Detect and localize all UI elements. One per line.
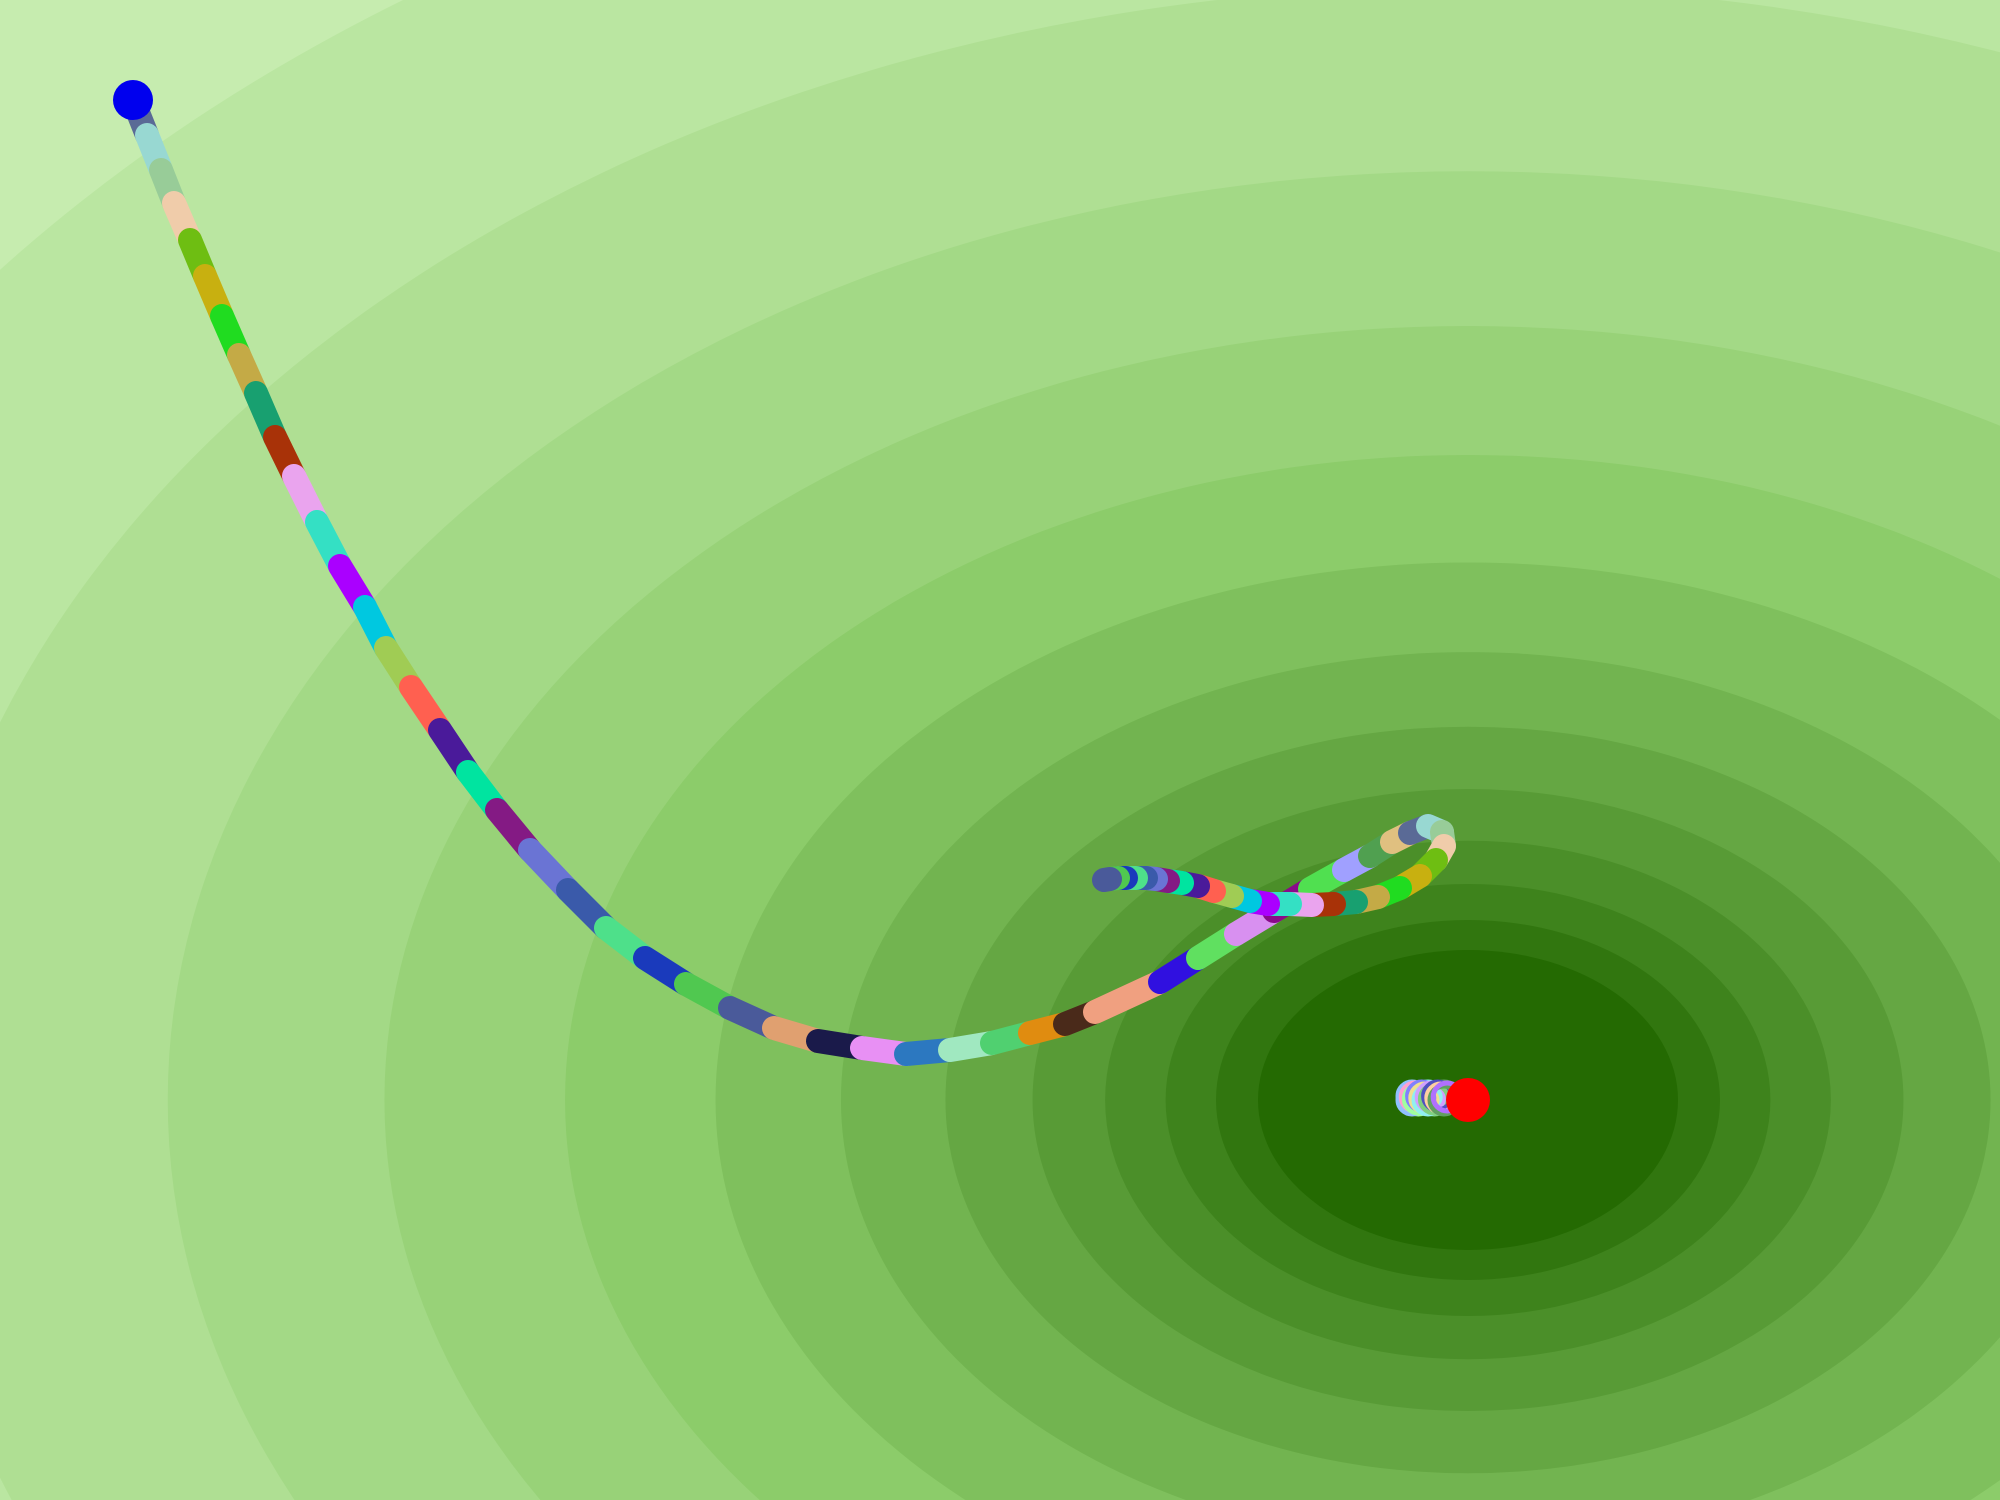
start-point-marker — [113, 80, 153, 120]
minimum-point-marker — [1446, 1078, 1490, 1122]
trajectory-segment — [1092, 867, 1122, 892]
trajectory-path — [121, 88, 1456, 1066]
